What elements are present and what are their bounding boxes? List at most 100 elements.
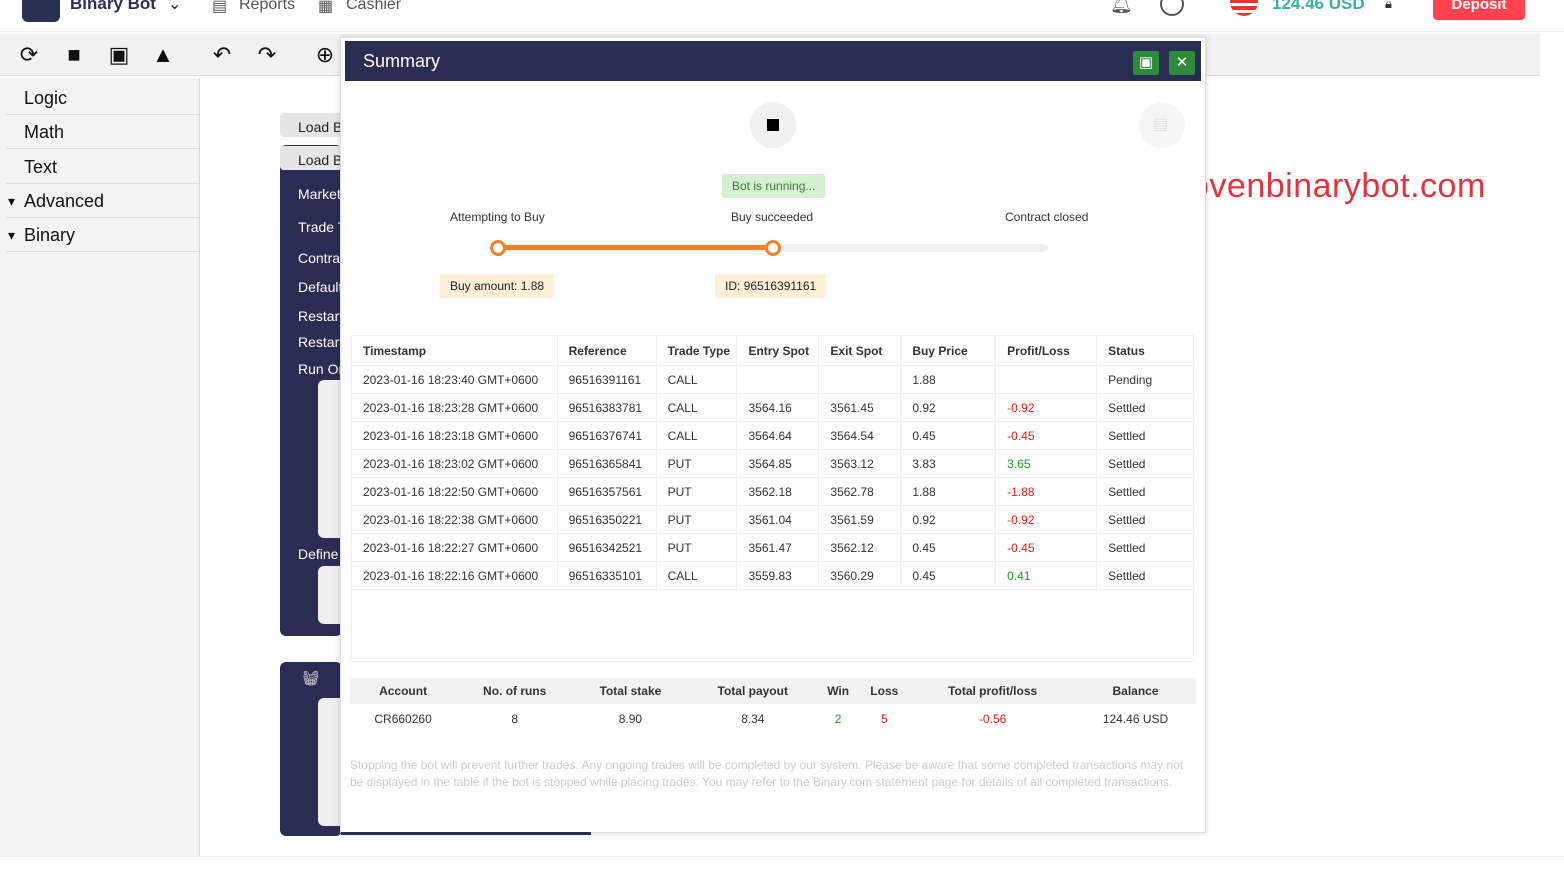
column-header[interactable]: Buy Price (900, 335, 997, 366)
redo-icon[interactable]: ↷ (257, 42, 277, 67)
table-cell: 2023-01-16 18:22:38 GMT+0600 (351, 505, 558, 534)
summary-stats-table: Account No. of runs Total stake Total payou… (350, 678, 1196, 734)
reports-icon: ▤ (212, 0, 228, 15)
column-header[interactable]: Reference (556, 335, 657, 366)
table-cell: CALL (655, 561, 738, 590)
stats-header: Balance (1075, 678, 1196, 704)
table-cell (995, 365, 1098, 394)
table-cell: Pending (1096, 365, 1194, 394)
sidebar-item-label: Advanced (24, 191, 105, 211)
account-icon[interactable] (1160, 0, 1184, 16)
table-cell: Settled (1096, 449, 1194, 478)
clear-icon: ▤ (1153, 116, 1169, 133)
sidebar-item-math[interactable]: Math (6, 115, 200, 149)
table-cell: 3.65 (995, 449, 1098, 478)
nested-block[interactable] (318, 380, 342, 538)
table-cell: 0.45 (900, 533, 997, 562)
table-row: 2023-01-16 18:22:27 GMT+0600 96516342521 P… (351, 533, 1194, 562)
zoom-in-icon[interactable]: ⊕ (315, 42, 335, 67)
table-cell: 96516350221 (556, 505, 657, 534)
bot-status-badge: Bot is running... (722, 174, 826, 198)
bell-icon[interactable]: 🔔︎ (1110, 0, 1133, 14)
table-cell: CALL (655, 421, 738, 450)
table-cell: 96516376741 (556, 421, 657, 450)
contract-id-tooltip: ID: 96516391161 (715, 274, 827, 298)
lock-icon: 🔒︎ (1385, 0, 1392, 11)
table-cell: Settled (1096, 477, 1194, 506)
column-header[interactable]: Entry Spot (736, 335, 820, 366)
table-row: 2023-01-16 18:22:50 GMT+0600 96516357561 P… (351, 477, 1194, 506)
trades-table: Timestamp Reference Trade Type Entry Spot Ex… (351, 335, 1194, 590)
sidebar-item-text[interactable]: Text (6, 150, 200, 184)
load-block-2[interactable]: Load Block (280, 146, 342, 170)
stats-value: CR660260 (374, 712, 432, 726)
account-balance[interactable]: 124.46 USD (1272, 0, 1365, 13)
stats-value: 5 (880, 712, 888, 726)
step-label: Buy succeeded (731, 210, 814, 224)
table-cell: 3564.16 (736, 393, 820, 422)
step-dot (490, 240, 506, 256)
table-cell: Settled (1096, 421, 1194, 450)
table-cell: -1.88 (995, 477, 1098, 506)
sidebar-item-binary[interactable]: ▾ Binary (6, 218, 200, 252)
scroll-indicator[interactable] (341, 832, 591, 835)
reset-icon[interactable]: ⟳ (19, 42, 39, 67)
table-cell: 1.88 (900, 477, 997, 506)
column-header[interactable]: Trade Type (655, 335, 738, 366)
table-cell: CALL (655, 393, 738, 422)
stats-header: No. of runs (456, 678, 574, 704)
save-icon[interactable]: ▣ (108, 42, 130, 67)
table-row: 2023-01-16 18:22:38 GMT+0600 96516350221 P… (351, 505, 1194, 534)
stop-button[interactable] (750, 102, 796, 148)
block-label: Trade Type (298, 219, 340, 235)
block-label: Market (298, 186, 340, 202)
folder-icon[interactable]: ■ (67, 42, 81, 67)
column-header[interactable]: Status (1096, 335, 1194, 366)
nested-block[interactable] (318, 566, 342, 624)
watermark: Provenbinarybot.com (1155, 167, 1486, 205)
block-category-sidebar (0, 78, 200, 858)
undo-icon[interactable]: ↶ (212, 42, 232, 67)
table-cell: PUT (655, 505, 738, 534)
table-cell: 3561.47 (736, 533, 820, 562)
column-header[interactable]: Profit/Loss (995, 335, 1098, 366)
table-cell: 3562.18 (736, 477, 820, 506)
table-cell: 3562.12 (818, 533, 902, 562)
dialog-title: Summary (363, 51, 441, 71)
nav-reports[interactable]: Reports (239, 0, 296, 13)
table-cell: Settled (1096, 505, 1194, 534)
step-label: Contract closed (1005, 210, 1089, 224)
close-button[interactable]: ✕ (1169, 51, 1195, 75)
table-cell: 2023-01-16 18:23:28 GMT+0600 (351, 393, 558, 422)
block-label: Restart (298, 334, 340, 350)
nested-block[interactable] (318, 698, 342, 826)
column-header[interactable]: Exit Spot (818, 335, 902, 366)
app-name[interactable]: Binary Bot (70, 0, 156, 13)
disclaimer-note: Stopping the bot will prevent further tr… (350, 758, 1184, 789)
chevron-down-icon[interactable]: ⌄ (168, 0, 182, 13)
table-cell: 2023-01-16 18:22:50 GMT+0600 (351, 477, 558, 506)
block-label: Run Once (298, 361, 340, 377)
deposit-button[interactable]: Deposit (1433, 0, 1525, 20)
table-row: 2023-01-16 18:23:02 GMT+0600 96516365841 P… (351, 449, 1194, 478)
table-cell: PUT (655, 449, 738, 478)
app-logo[interactable] (22, 0, 60, 22)
stats-value: 8.34 (741, 712, 765, 726)
table-cell: 3564.64 (736, 421, 820, 450)
stats-header: Total stake (573, 678, 688, 704)
save-summary-button[interactable]: ▣ (1133, 51, 1159, 75)
stop-icon (767, 119, 779, 131)
sidebar-item-advanced[interactable]: ▾ Advanced (6, 184, 200, 218)
sidebar-item-logic[interactable]: Logic (6, 81, 200, 115)
table-cell: 96516335101 (556, 561, 657, 590)
stats-value: 8.90 (618, 712, 643, 726)
sidebar-item-label: Binary (24, 225, 76, 245)
us-flag-icon[interactable] (1230, 0, 1258, 16)
table-cell: -0.45 (995, 533, 1098, 562)
load-block-1[interactable]: Load Block (280, 113, 342, 137)
table-row: 2023-01-16 18:23:18 GMT+0600 96516376741 C… (351, 421, 1194, 450)
nav-cashier[interactable]: Cashier (346, 0, 402, 13)
google-drive-icon[interactable]: ▲ (152, 42, 174, 67)
clear-log-button[interactable]: ▤ (1139, 102, 1185, 148)
column-header[interactable]: Timestamp (351, 335, 558, 366)
